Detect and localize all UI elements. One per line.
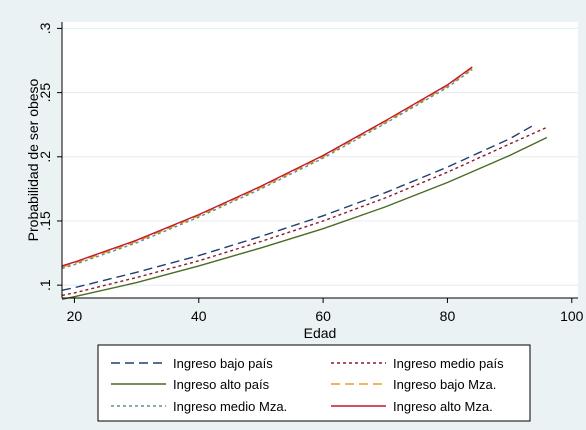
y-tick-label: .25 — [37, 83, 53, 103]
y-tick-label: .1 — [37, 279, 53, 291]
series-line-1 — [61, 124, 535, 291]
y-tick-label: .3 — [37, 22, 53, 34]
x-ticks: 20 40 60 80 100 — [67, 298, 584, 324]
y-ticks: .1 .15 .2 .25 .3 — [37, 22, 62, 291]
axes — [61, 22, 578, 299]
x-tick-label: 100 — [560, 308, 584, 324]
series-line-6 — [61, 66, 473, 267]
legend-box — [97, 344, 531, 422]
legend-label: Ingreso bajo Mza. — [393, 377, 496, 392]
x-tick-label: 20 — [67, 308, 83, 324]
x-tick-label: 60 — [315, 308, 331, 324]
legend-label: Ingreso medio Mza. — [173, 399, 287, 414]
y-tick-label: .15 — [37, 211, 53, 231]
x-axis-title: Edad — [304, 325, 337, 341]
series-line-2 — [61, 126, 548, 297]
legend-label: Ingreso medio país — [393, 356, 504, 371]
legend: Ingreso bajo país Ingreso medio país Ingre… — [111, 356, 504, 414]
x-tick-label: 80 — [440, 308, 456, 324]
plot-area — [62, 22, 578, 298]
series-line-4 — [61, 67, 473, 268]
legend-label: Ingreso bajo país — [173, 356, 273, 371]
x-tick-label: 40 — [191, 308, 207, 324]
legend-label: Ingreso alto Mza. — [393, 399, 493, 414]
series-line-5 — [61, 68, 473, 270]
y-axis-title: Probabilidad de ser obeso — [25, 78, 41, 241]
series-lines — [61, 66, 548, 300]
series-line-3 — [61, 136, 548, 300]
y-tick-label: .2 — [37, 151, 53, 163]
legend-label: Ingreso alto país — [173, 377, 270, 392]
